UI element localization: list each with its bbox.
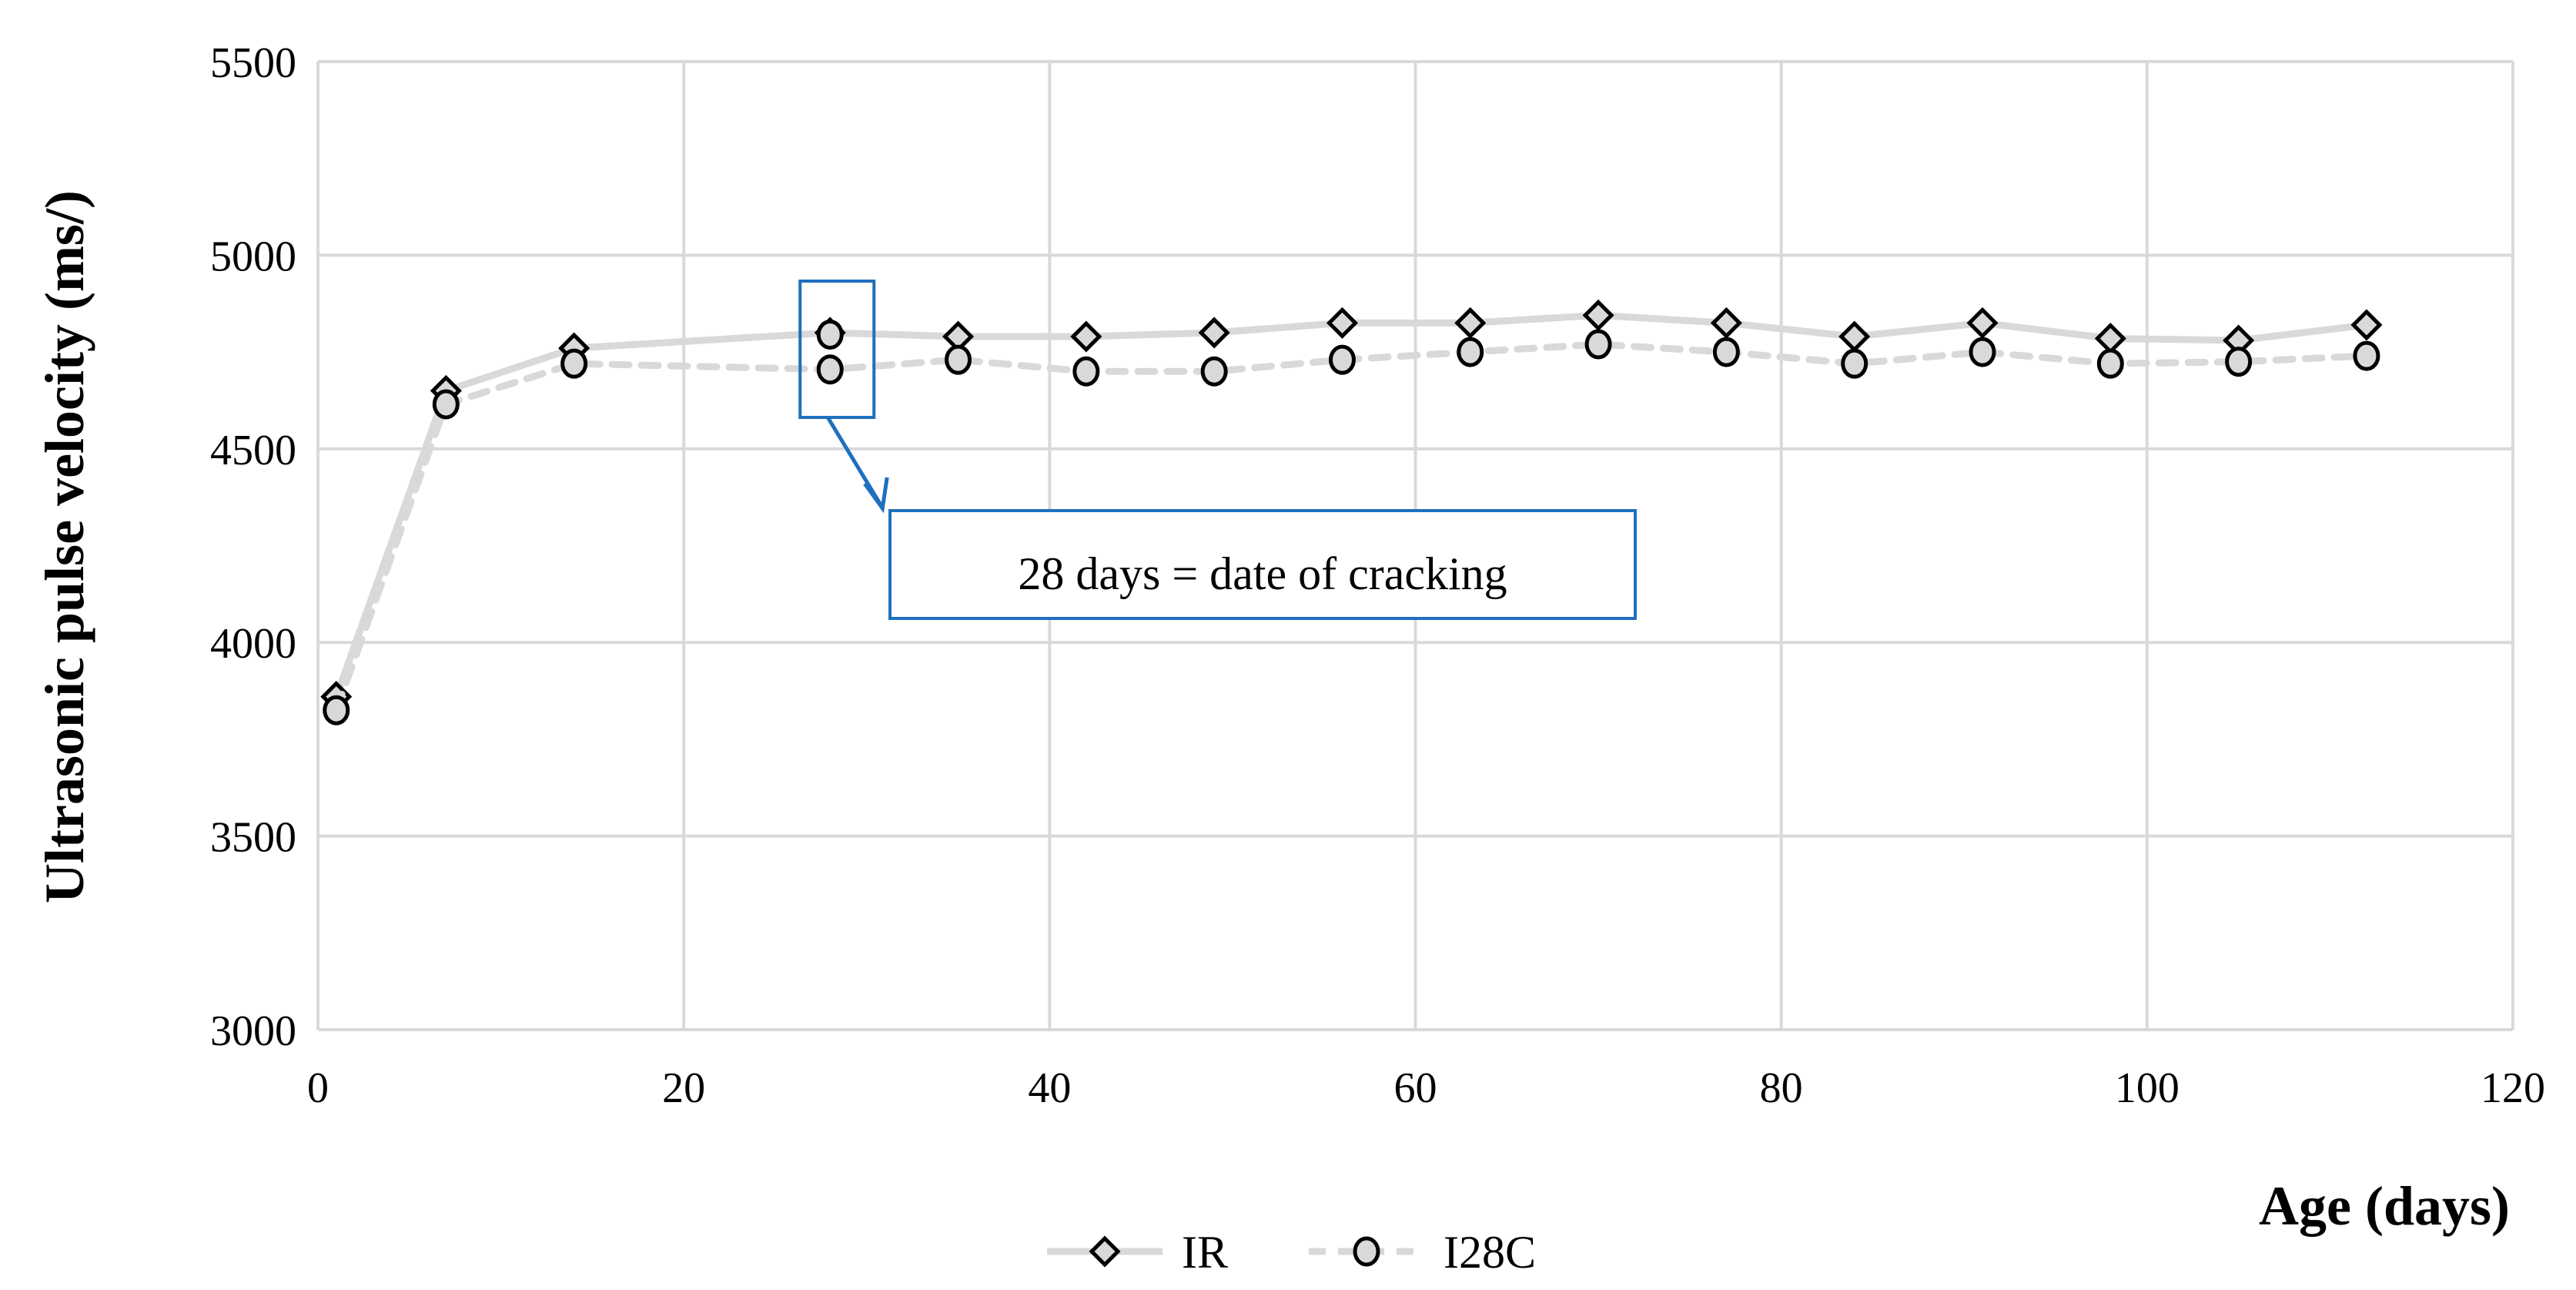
data-point-i28c [1969,337,1996,367]
data-point-ir [1710,307,1742,339]
legend: IR I28C [1047,1227,1536,1278]
data-point-i28c [816,319,844,350]
y-tick-label: 3500 [210,814,296,862]
data-point-i28c [816,354,844,385]
y-tick-label: 3000 [210,1007,296,1055]
series-i28c [323,319,2380,725]
series-line-ir [333,311,2370,701]
data-point-ir [1454,307,1487,339]
data-point-i28c [560,348,588,379]
x-tick-label: 120 [2481,1064,2545,1112]
data-point-i28c [1200,356,1228,387]
data-point-i28c [1584,329,1612,360]
data-point-i28c [1841,348,1868,379]
data-point-ir [2350,309,2383,341]
data-point-i28c [1712,337,1740,367]
data-point-i28c [1072,356,1100,387]
axes: 3000 3500 4000 4500 5000 5500 0 20 40 60 80 100 120 [210,39,2545,1112]
x-tick-label: 40 [1028,1064,1071,1112]
data-point-ir [1582,299,1614,331]
series-line-i28c [333,340,2370,714]
annotation-box [888,509,1637,620]
data-point-ir [1838,320,1871,353]
x-tick-label: 80 [1760,1064,1803,1112]
x-tick-label: 20 [662,1064,705,1112]
legend-label: IR [1182,1227,1228,1278]
y-tick-label: 4000 [210,620,296,668]
data-point-i28c [2353,340,2380,371]
data-point-ir [2094,322,2126,355]
highlight-box [798,280,876,419]
data-point-i28c [432,389,460,420]
series [320,299,2383,725]
data-point-ir [1198,317,1230,349]
data-point-i28c [323,695,350,725]
legend-item-ir: IR [1047,1227,1228,1278]
y-tick-label: 5500 [210,39,296,87]
legend-marker [1353,1236,1380,1267]
x-tick-label: 60 [1394,1064,1437,1112]
legend-item-i28c: I28C [1309,1227,1536,1278]
y-axis-title: Ultrasonic pulse velocity (ms/) [34,190,95,903]
data-point-ir [1966,307,1999,339]
data-point-i28c [1457,337,1484,367]
series-ir [320,299,2383,713]
data-point-ir [1326,307,1359,339]
data-point-ir [1070,320,1102,353]
y-tick-label: 4500 [210,427,296,474]
data-point-i28c [2096,348,2124,379]
grid [316,60,2514,1031]
data-point-i28c [945,344,972,375]
legend-marker [1089,1235,1121,1268]
y-tick-label: 5000 [210,233,296,280]
callout-arrowhead [863,477,889,514]
legend-label: I28C [1444,1227,1536,1278]
x-tick-label: 100 [2115,1064,2180,1112]
annotation: 28 days = date of cracking [798,280,1637,620]
data-point-i28c [2225,347,2253,377]
data-point-i28c [1328,344,1356,375]
x-axis-title: Age (days) [2259,1175,2510,1237]
x-tick-label: 0 [307,1064,329,1112]
annotation-text: 28 days = date of cracking [1018,548,1507,599]
